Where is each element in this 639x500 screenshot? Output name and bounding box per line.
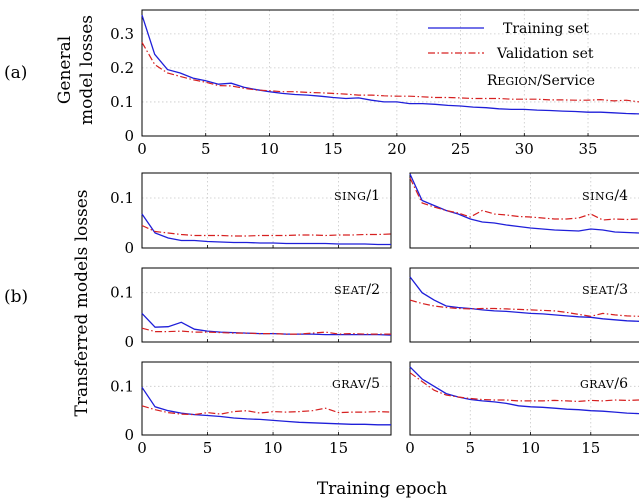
training-series-line-general <box>141 14 639 115</box>
part-b-label: (b) <box>4 287 28 307</box>
axes-frame <box>141 267 392 343</box>
panel-annotation-grav6: GRAV/6 <box>580 376 628 392</box>
x-tick-label: 10 <box>521 439 540 457</box>
axes-frame <box>409 267 639 343</box>
y-tick-label: 0.2 <box>110 59 134 77</box>
x-tick-label: 5 <box>203 439 213 457</box>
x-tick-label: 30 <box>515 140 534 158</box>
x-tick-label: 10 <box>260 140 279 158</box>
axes-frame <box>141 172 392 249</box>
panel-seat2: 0 0.1 SEAT/2 <box>110 267 392 351</box>
validation-series-line-general <box>141 42 639 103</box>
x-tick-label: 20 <box>387 140 406 158</box>
x-tick-label: 10 <box>264 439 283 457</box>
panel-annotation-seat2: SEAT/2 <box>334 282 380 298</box>
x-tick-label: 5 <box>201 140 211 158</box>
validation-series-line-sing1 <box>141 224 392 237</box>
validation-series-line-seat2 <box>141 327 391 335</box>
x-tick-label: 15 <box>329 439 348 457</box>
x-tick-label: 0 <box>405 439 415 457</box>
y-tick-label: 0 <box>124 239 134 257</box>
axes-frame <box>141 9 639 137</box>
legend-training-label: Training set <box>503 21 589 37</box>
panel-annotation-seat3: SEAT/3 <box>582 282 628 298</box>
x-tick-label: 5 <box>465 439 475 457</box>
panel-sing1: 0 0.1 SING/1 <box>110 172 392 257</box>
x-tick-label: 15 <box>581 439 600 457</box>
ylabel-general-line2: model losses <box>77 15 97 125</box>
x-tick-label: 35 <box>578 140 597 158</box>
legend-validation-label: Validation set <box>496 46 594 62</box>
training-series-line-seat3 <box>409 276 639 322</box>
validation-series-line-grav6 <box>409 372 639 403</box>
y-tick-label: 0.1 <box>110 93 134 111</box>
training-series-line-sing1 <box>141 213 391 246</box>
validation-series-line-seat3 <box>409 299 639 317</box>
training-series-line-sing4 <box>409 173 639 234</box>
y-tick-label: 0.1 <box>110 284 134 302</box>
y-tick-label: 0 <box>124 333 134 351</box>
xlabel: Training epoch <box>317 479 447 499</box>
ylabel-general-line1: General <box>55 36 75 104</box>
panel-grav5: 0 0.1 0 5 10 15 GRAV/5 <box>110 361 392 457</box>
panel-annotation-grav5: GRAV/5 <box>332 376 380 392</box>
y-tick-label: 0.1 <box>110 377 134 395</box>
axes-frame <box>409 172 639 249</box>
panel-sing4: SING/4 <box>409 172 639 249</box>
training-series-line-seat2 <box>141 312 392 336</box>
panel-annotation-sing1: SING/1 <box>334 188 380 204</box>
y-tick-label: 0 <box>124 127 134 145</box>
panel-grav6: 0 5 10 15 GRAV/6 <box>405 361 639 457</box>
x-tick-label: 25 <box>451 140 470 158</box>
validation-series-line-grav5 <box>141 405 392 416</box>
x-tick-label: 0 <box>137 439 147 457</box>
panels: 00.10.20.30 5 10 15 20 25 30 35REGION/Service00… <box>110 9 639 457</box>
axes-frame <box>409 361 639 436</box>
axes-frame <box>141 361 392 436</box>
x-tick-label: 15 <box>324 140 343 158</box>
legend: Training set Validation set <box>428 21 594 62</box>
y-tick-label: 0.3 <box>110 25 134 43</box>
part-a-label: (a) <box>4 63 27 83</box>
training-series-line-grav6 <box>409 366 639 415</box>
ylabel-transferred: Transferred models losses <box>72 190 92 417</box>
validation-series-line-sing4 <box>409 177 639 221</box>
panel-seat3: SEAT/3 <box>409 267 639 343</box>
y-tick-label: 0 <box>124 426 134 444</box>
training-series-line-grav5 <box>141 386 391 426</box>
y-tick-label: 0.1 <box>110 189 134 207</box>
panel-general: 0 0.1 0.2 0.3 0 5 10 15 20 25 30 35 REGION/Service <box>110 9 639 158</box>
panel-annotation-general: REGION/Service <box>487 73 595 89</box>
x-tick-label: 0 <box>137 140 147 158</box>
panel-annotation-sing4: SING/4 <box>582 188 628 204</box>
